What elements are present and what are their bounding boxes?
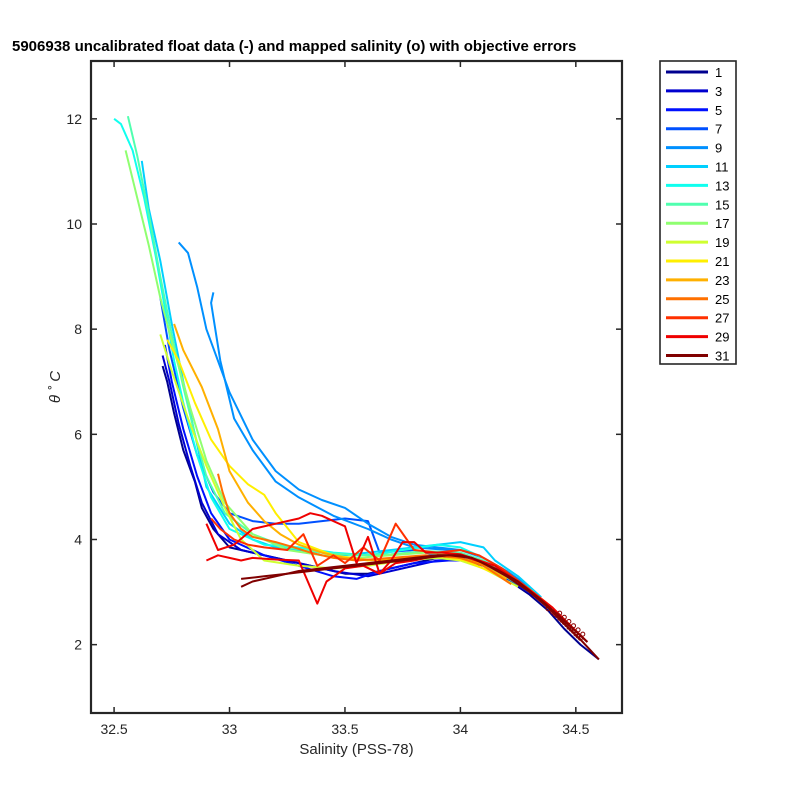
series-line-11 xyxy=(166,339,496,575)
legend-label-11: 11 xyxy=(715,160,729,175)
x-tick-label: 34.5 xyxy=(562,721,589,737)
legend-label-15: 15 xyxy=(715,197,729,212)
y-tick-label: 6 xyxy=(74,426,82,442)
legend-label-13: 13 xyxy=(715,178,729,193)
legend-label-29: 29 xyxy=(715,330,729,345)
mapped-salinity-point-18 xyxy=(575,627,581,633)
y-tick-label: 8 xyxy=(74,321,82,337)
legend-label-31: 31 xyxy=(715,349,729,364)
mapped-salinity-point-14 xyxy=(557,610,563,616)
legend-label-23: 23 xyxy=(715,273,729,288)
series-line-5 xyxy=(210,292,473,559)
y-axis-label: θ ˚ C xyxy=(47,371,64,403)
legend-label-9: 9 xyxy=(715,141,722,156)
x-tick-label: 34 xyxy=(453,721,469,737)
series-line-9 xyxy=(124,150,519,586)
y-tick-label: 10 xyxy=(66,216,82,232)
series-line-15 xyxy=(205,512,589,643)
legend-label-25: 25 xyxy=(715,292,729,307)
chart-title: 5906938 uncalibrated float data (-) and … xyxy=(12,38,576,55)
series-line-4 xyxy=(177,241,531,588)
y-tick-label: 4 xyxy=(74,531,82,547)
legend-label-19: 19 xyxy=(715,235,729,250)
axis-ticks: 32.5 33 33.5 34 34.5 2 4 6 8 10 12 xyxy=(66,61,622,737)
mapped-salinity-point-17 xyxy=(571,623,576,629)
plot-area xyxy=(113,115,600,661)
mapped-salinity-point-16 xyxy=(566,619,572,624)
legend-label-1: 1 xyxy=(715,65,722,80)
legend-label-17: 17 xyxy=(715,216,729,231)
series-line-10 xyxy=(159,334,519,588)
series-line-17 xyxy=(240,554,600,661)
mapped-salinity-point-19 xyxy=(580,631,586,637)
series-line-13 xyxy=(217,473,512,586)
legend-label-21: 21 xyxy=(715,254,729,269)
x-axis-label: Salinity (PSS-78) xyxy=(299,741,413,758)
axes-box xyxy=(89,59,624,715)
series-line-18 xyxy=(240,554,589,643)
series-line-7 xyxy=(113,118,535,593)
mapped-salinity-point-0 xyxy=(545,606,551,612)
y-tick-label: 12 xyxy=(66,111,82,127)
mapped-salinity-point-13 xyxy=(577,635,583,641)
legend-label-27: 27 xyxy=(715,311,729,326)
legend-label-3: 3 xyxy=(715,84,722,99)
legend-box xyxy=(659,60,737,365)
y-tick-label: 2 xyxy=(74,637,82,653)
series-line-6 xyxy=(140,160,542,599)
legend-label-5: 5 xyxy=(715,103,722,118)
legend-label-7: 7 xyxy=(715,122,722,137)
mapped-salinity-point-15 xyxy=(561,614,567,620)
x-tick-label: 33.5 xyxy=(331,721,358,737)
x-tick-label: 32.5 xyxy=(100,721,127,737)
x-tick-label: 33 xyxy=(222,721,238,737)
